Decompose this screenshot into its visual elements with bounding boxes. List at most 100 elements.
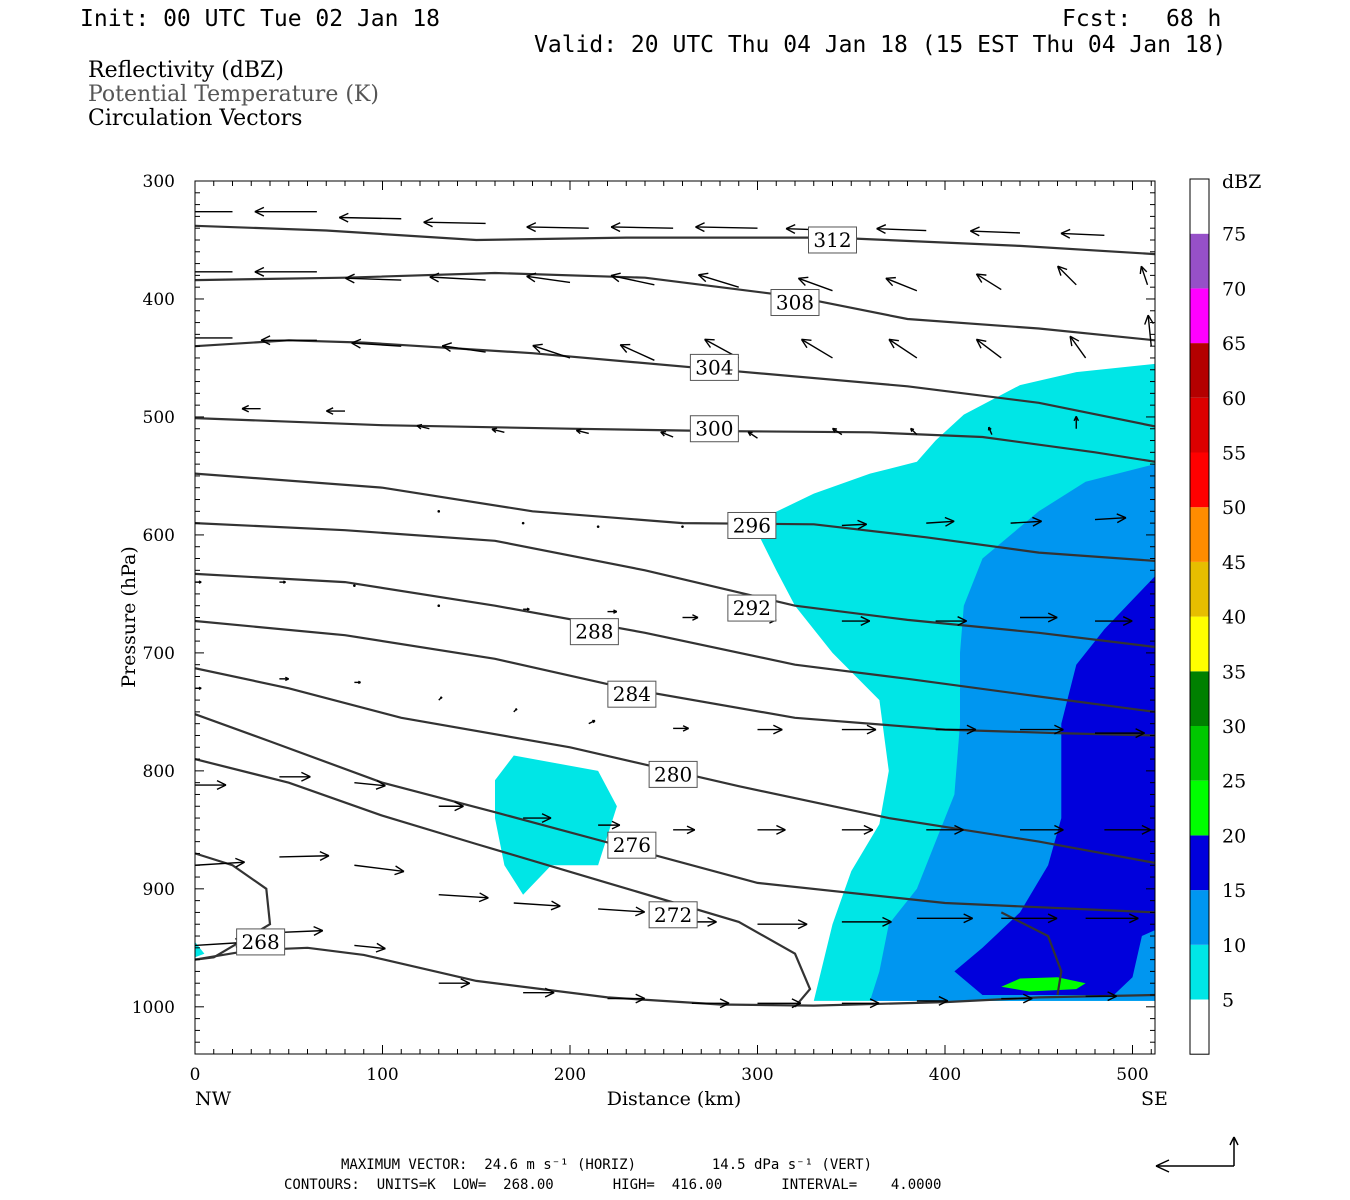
contour-label-box (569, 618, 619, 646)
vector-head (773, 728, 783, 735)
circulation-vector (513, 708, 518, 713)
circulation-vector (757, 824, 786, 835)
circulation-vector (1085, 913, 1139, 924)
circulation-vector (596, 525, 600, 528)
vector-head (526, 275, 536, 283)
vector-head (345, 277, 355, 284)
vector-head (686, 829, 696, 835)
vector-shaft (279, 929, 323, 934)
circulation-vector (438, 696, 443, 701)
vector-head (576, 428, 582, 432)
colorbar-swatch (1190, 726, 1209, 781)
circulation-vector (1073, 416, 1080, 429)
circulation-vector (610, 272, 655, 286)
x-end-label-left: NW (195, 1088, 232, 1110)
vector-head (479, 892, 489, 899)
vector-head (611, 820, 621, 826)
vector-head (491, 427, 498, 430)
vector-head (957, 616, 967, 622)
vector-head (857, 519, 867, 525)
vector-head (857, 523, 868, 530)
y-tick-label: 1000 (132, 998, 175, 1018)
vector-head (592, 720, 596, 724)
vector-shaft (970, 230, 1021, 234)
theta-contour (195, 758, 812, 1008)
circulation-vector (1104, 824, 1152, 835)
vector-head (198, 687, 202, 690)
vector-head (235, 861, 245, 868)
colorbar-swatch (1190, 288, 1209, 344)
vector-shaft (888, 338, 918, 359)
circulation-vector (757, 998, 802, 1009)
vector-shaft (695, 226, 758, 229)
vector-head (798, 276, 809, 280)
vector-head (635, 997, 646, 1004)
colorbar-swatch (1190, 944, 1209, 1000)
x-tick-label: 300 (741, 1065, 773, 1085)
vector-head (1139, 266, 1142, 275)
circulation-vector (660, 430, 674, 438)
vector-head (478, 897, 489, 903)
colorbar-tick-label: 20 (1222, 825, 1246, 847)
vector-head (954, 824, 964, 831)
vector-head (869, 998, 880, 1004)
vector-head (171, 212, 180, 216)
vector-head (526, 226, 536, 233)
y-tick-label: 500 (143, 408, 175, 428)
vector-head (1140, 265, 1148, 273)
maximum-vector-note: MAXIMUM VECTOR: 24.6 m s⁻¹ (HORIZ) 14.5 … (341, 1157, 873, 1173)
vector-shaft (351, 342, 402, 347)
vector-head (1054, 829, 1064, 835)
theta-contour (195, 572, 1155, 713)
colorbar-tick-label: 25 (1222, 771, 1246, 793)
vector-head (260, 339, 271, 346)
theta-contour (195, 271, 1155, 342)
circulation-vector (491, 427, 505, 433)
vector-head (1047, 917, 1058, 924)
colorbar-swatch (1190, 890, 1209, 945)
contour-label-box (607, 680, 657, 708)
vector-head (1069, 335, 1080, 342)
vector-head (776, 829, 786, 835)
vector-head (376, 942, 386, 950)
vector-head (1107, 995, 1117, 1002)
vector-head (345, 273, 355, 279)
vector-head (1032, 516, 1042, 522)
circulation-vector (1094, 513, 1127, 524)
circulation-vector (523, 813, 552, 824)
vector-shaft (339, 216, 402, 220)
vector-dot (521, 521, 525, 525)
vector-head (1022, 997, 1033, 1004)
colorbar-tick-label: 60 (1222, 388, 1246, 410)
reference-vector-icon (1155, 1136, 1239, 1173)
circulation-vector (438, 978, 471, 989)
colorbar-swatch (1190, 397, 1209, 453)
vector-shaft (747, 431, 758, 439)
vector-head (326, 407, 334, 412)
theta-contour (195, 713, 1155, 914)
vector-head (358, 681, 361, 685)
theta-contour (1000, 911, 1063, 996)
vector-head (319, 855, 330, 861)
y-tick-label: 800 (143, 762, 175, 782)
circulation-vector (975, 273, 1002, 291)
vector-head (254, 206, 265, 213)
contour-label: 276 (613, 833, 651, 857)
circulation-vector (691, 998, 730, 1009)
vector-head (441, 345, 451, 353)
colorbar-swatch (1190, 616, 1209, 672)
vector-shaft (1069, 335, 1087, 359)
reflectivity-region (495, 755, 617, 895)
vector-head (171, 207, 180, 211)
field-reflectivity: Reflectivity (dBZ) (88, 58, 284, 83)
vector-shaft (598, 908, 645, 913)
circulation-vector (682, 614, 699, 621)
vector-shaft (513, 902, 561, 907)
contour-info-note: CONTOURS: UNITS=K LOW= 268.00 HIGH= 416.… (284, 1177, 942, 1193)
vector-head (791, 1002, 802, 1009)
colorbar-frame (1189, 178, 1210, 1055)
vector-head (882, 921, 892, 927)
vector-head (876, 224, 887, 230)
contour-label: 312 (813, 228, 851, 252)
vector-head (171, 272, 180, 276)
